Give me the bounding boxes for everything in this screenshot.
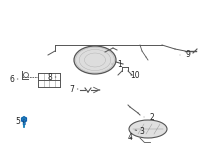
Text: 10: 10 (130, 71, 140, 80)
Text: 7: 7 (70, 85, 78, 93)
Text: 4: 4 (128, 133, 132, 142)
Text: 2: 2 (144, 112, 154, 122)
Text: 3: 3 (135, 127, 144, 136)
Text: 5: 5 (16, 117, 24, 127)
Text: 9: 9 (180, 50, 190, 59)
Polygon shape (23, 123, 25, 127)
Ellipse shape (129, 120, 167, 138)
Text: 8: 8 (48, 72, 56, 81)
Ellipse shape (74, 46, 116, 74)
Text: 1: 1 (112, 60, 122, 69)
Text: 6: 6 (10, 75, 18, 83)
Polygon shape (22, 117, 26, 122)
